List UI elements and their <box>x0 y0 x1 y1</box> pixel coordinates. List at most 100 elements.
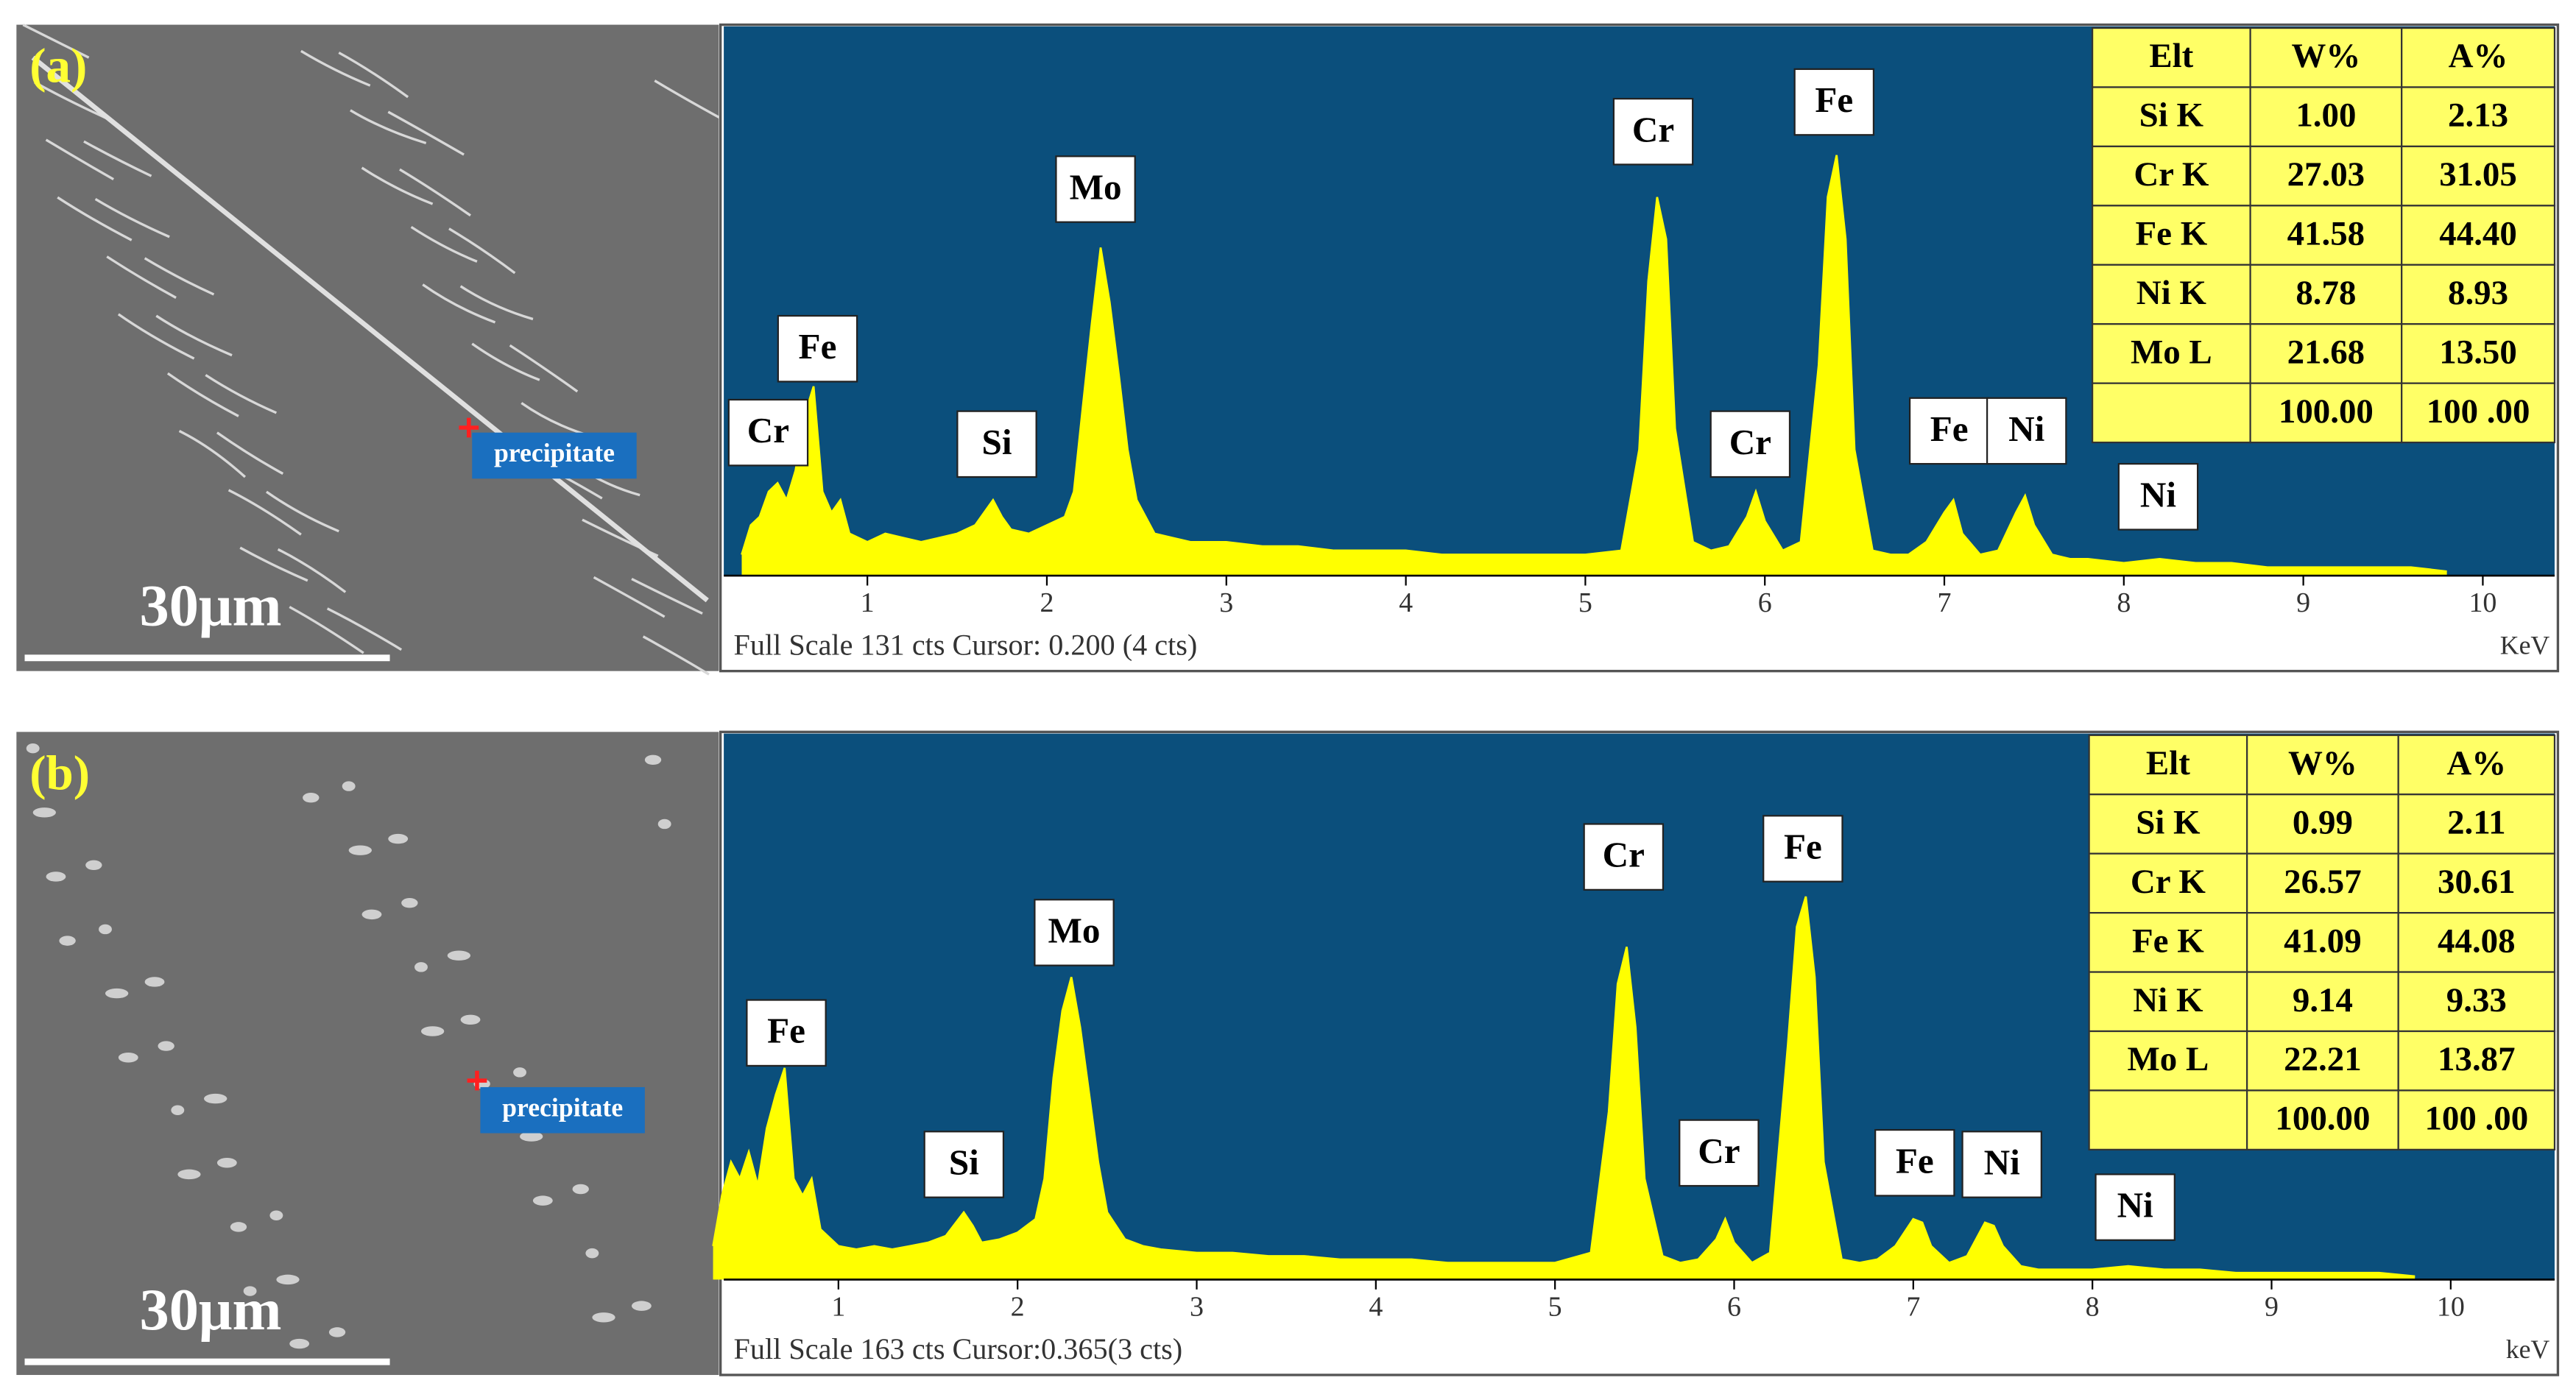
particle <box>592 1312 615 1323</box>
table-value: 22.21 <box>2284 1040 2362 1078</box>
particle <box>532 1195 553 1206</box>
table-value: 100 .00 <box>2424 1100 2528 1138</box>
peak-label: Mo <box>1070 167 1122 208</box>
x-tick-label: 8 <box>2086 1291 2100 1322</box>
particle <box>342 781 356 791</box>
particle <box>118 1053 138 1063</box>
grain-boundary <box>178 429 247 478</box>
particle <box>216 1158 237 1168</box>
particle <box>177 1169 201 1180</box>
peak-label-box <box>1055 155 1136 223</box>
particle <box>657 819 671 830</box>
x-tick-label: 4 <box>1369 1291 1383 1322</box>
peak-label: Ni <box>1984 1142 2020 1182</box>
table-value: Mo L <box>2128 1040 2209 1078</box>
peak-label-box <box>1612 98 1694 166</box>
particle <box>420 1026 445 1036</box>
table-header: W% <box>2288 744 2357 782</box>
grain-boundary <box>45 138 115 181</box>
grain-boundary <box>631 578 703 615</box>
grain-boundary <box>83 140 152 177</box>
grain-boundary <box>387 110 465 156</box>
peak-label-box <box>746 999 827 1067</box>
particle <box>401 898 418 908</box>
table-value: 0.99 <box>2293 803 2353 841</box>
grain-boundary <box>266 490 339 533</box>
table-cell <box>2397 1089 2556 1150</box>
x-tick-label: 9 <box>2265 1291 2279 1322</box>
particle <box>631 1301 652 1311</box>
particle <box>243 1286 257 1296</box>
peak-label-box <box>1679 1119 1760 1187</box>
table-cell <box>2401 382 2556 444</box>
particle <box>585 1248 599 1259</box>
particle <box>85 860 102 871</box>
boundary-band <box>31 55 709 603</box>
x-tick-label: 1 <box>861 587 875 618</box>
x-tick-label: 7 <box>1938 587 1952 618</box>
table-value: 100.00 <box>2279 392 2374 431</box>
grain-boundary <box>239 546 308 582</box>
peak-label-box <box>1583 823 1665 891</box>
peak-label-box <box>1908 397 1990 465</box>
table-value: 1.00 <box>2296 96 2356 135</box>
peak-label-box <box>1709 410 1791 478</box>
peak-label-box <box>1961 1131 2042 1198</box>
table-value: Fe K <box>2136 215 2208 253</box>
grain-boundary <box>106 255 177 299</box>
x-tick-label: 5 <box>1548 1291 1562 1322</box>
peak-label: Cr <box>747 410 789 450</box>
panel-label: (b) <box>29 746 90 800</box>
panel-label: (a) <box>29 39 87 93</box>
table-value: Si K <box>2136 803 2201 841</box>
annotation-box <box>480 1086 645 1134</box>
particle <box>513 1067 526 1078</box>
peak-label-box <box>1793 68 1875 136</box>
grain-boundary <box>205 374 278 414</box>
peak-label: Cr <box>1632 109 1674 149</box>
image-annotation: precipitate <box>494 438 615 467</box>
particle <box>99 924 112 935</box>
table-cell <box>2088 793 2248 855</box>
particle <box>520 1131 543 1142</box>
grain-boundary <box>410 225 478 263</box>
particle <box>26 743 40 754</box>
particle <box>269 1210 283 1220</box>
table-value: 13.50 <box>2439 333 2517 371</box>
peak-label-box <box>1034 899 1115 966</box>
table-cell <box>2246 734 2399 796</box>
particle <box>460 1014 481 1025</box>
peak-label-box <box>2095 1173 2176 1241</box>
particle <box>59 936 76 946</box>
x-tick-label: 6 <box>1727 1291 1741 1322</box>
x-tick-label: 1 <box>831 1291 845 1322</box>
table-cell <box>2246 1089 2399 1150</box>
grain-boundary <box>422 283 496 324</box>
grain-boundary <box>166 372 239 417</box>
particle <box>414 962 428 972</box>
marker-cross <box>459 417 479 438</box>
table-value: Fe K <box>2132 922 2204 960</box>
peak-label: Si <box>982 422 1012 462</box>
table-value: 2.11 <box>2447 803 2505 841</box>
table-value: 100.00 <box>2275 1100 2370 1138</box>
x-tick-label: 10 <box>2437 1291 2465 1322</box>
annotation-box <box>472 432 637 479</box>
grain-boundary <box>593 576 666 618</box>
x-tick-label: 4 <box>1399 587 1413 618</box>
table-value: 30.61 <box>2438 863 2516 901</box>
table-value: 8.78 <box>2296 274 2356 312</box>
table-value: 41.09 <box>2284 922 2362 960</box>
particle <box>572 1184 589 1195</box>
table-cell <box>2397 1030 2556 1092</box>
table-cell <box>2091 26 2251 88</box>
particle <box>204 1093 227 1104</box>
peak-label: Fe <box>1896 1140 1934 1181</box>
table-cell <box>2088 1089 2248 1150</box>
peak-label: Fe <box>767 1011 805 1051</box>
x-tick-label: 2 <box>1040 587 1054 618</box>
table-header: Elt <box>2149 37 2193 75</box>
table-cell <box>2091 323 2251 384</box>
x-tick-label: 3 <box>1190 1291 1204 1322</box>
grain-boundary <box>459 285 534 321</box>
